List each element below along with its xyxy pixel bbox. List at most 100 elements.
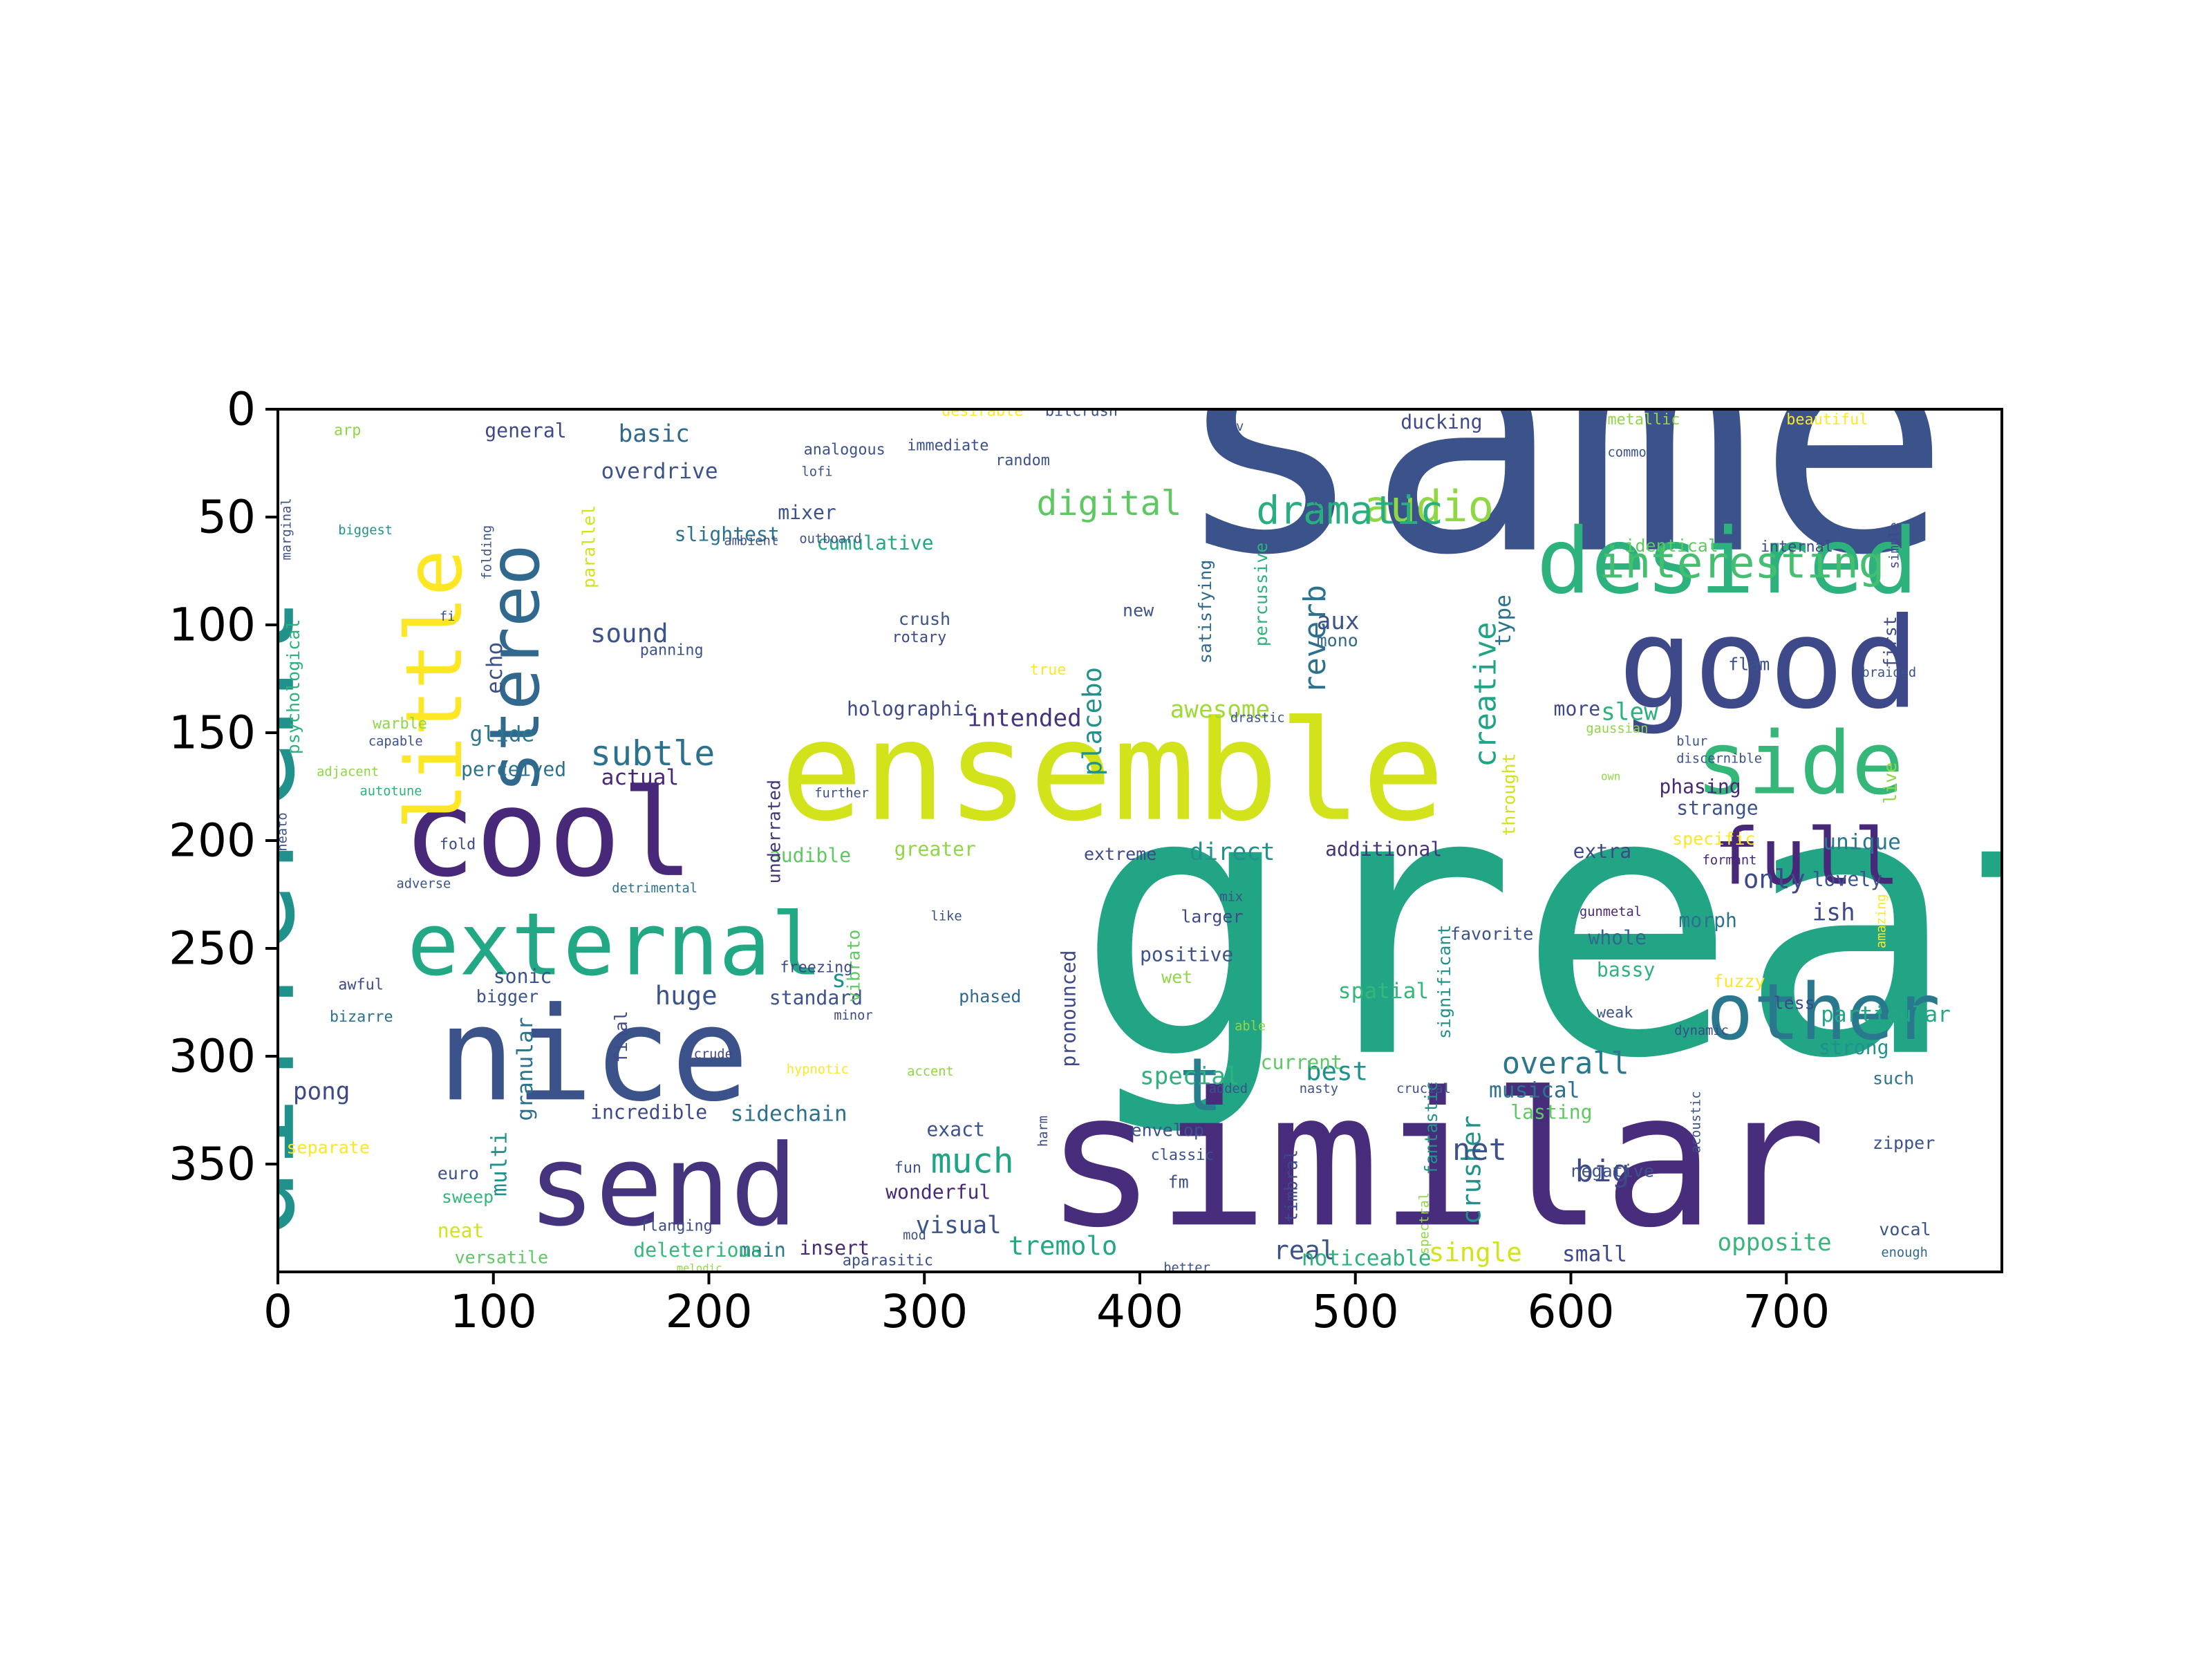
word-sound: sound	[590, 618, 668, 648]
word-euro: euro	[438, 1163, 479, 1183]
word-acoustic: acoustic	[1689, 1091, 1704, 1153]
word-real: real	[1273, 1235, 1335, 1265]
word-warble: warble	[373, 715, 427, 733]
word-sonic: sonic	[494, 965, 552, 988]
word-awesome: awesome	[1170, 696, 1271, 724]
word-internal: internal	[1761, 538, 1833, 556]
word-same: same	[1172, 250, 1951, 626]
x-tick-label: 600	[1528, 1285, 1615, 1338]
word-echo: echo	[482, 642, 507, 694]
word-extra: extra	[1573, 840, 1632, 863]
x-tick-label: 700	[1743, 1285, 1830, 1338]
word-basic: basic	[619, 420, 690, 448]
word-bitcrush: bitcrush	[1045, 402, 1118, 420]
word-classic: classic	[1151, 1147, 1215, 1164]
word-lofi: lofi	[802, 465, 833, 480]
word-immediate: immediate	[907, 437, 988, 454]
word-bigger: bigger	[476, 986, 538, 1006]
y-tick-label: 100	[169, 599, 256, 652]
word-timbral: timbral	[1282, 1150, 1302, 1222]
word-accent: accent	[907, 1065, 954, 1079]
word-separate: separate	[286, 1137, 369, 1157]
word-gaussian: gaussian	[1586, 722, 1648, 736]
word-satisfying: satisfying	[1195, 560, 1215, 664]
word-weak: weak	[1597, 1004, 1633, 1022]
word-placebo: placebo	[1077, 667, 1107, 776]
word-fantastic: fantastic	[1421, 1081, 1441, 1174]
word-mixer: mixer	[778, 501, 836, 524]
word-flam: flam	[1728, 655, 1770, 675]
word-dynamic: dynamic	[1674, 1024, 1729, 1038]
word-new: new	[1123, 601, 1154, 621]
word-positive: positive	[1140, 944, 1233, 966]
word-spectral: spectral	[1418, 1192, 1432, 1255]
word-deleterious: deleterious	[633, 1239, 762, 1262]
word-desired: desired	[1537, 508, 1918, 614]
word-dramatic: dramatic	[1256, 488, 1443, 533]
word-first: first	[1880, 616, 1900, 668]
y-tick-label: 150	[169, 706, 256, 760]
word-intended: intended	[968, 705, 1082, 733]
word-psychological: psychological	[283, 619, 303, 755]
word-unique: unique	[1823, 830, 1901, 854]
word-crush: crush	[899, 609, 950, 629]
word-extreme: extreme	[1084, 844, 1156, 864]
word-stereo: stereo	[474, 544, 555, 794]
word-ambient: ambient	[724, 534, 778, 549]
word-neat: neat	[438, 1219, 485, 1242]
word-other: other	[1707, 968, 1940, 1058]
word-autotune: autotune	[359, 784, 422, 798]
word-drastic: drastic	[1230, 711, 1285, 725]
word-phased: phased	[959, 986, 1021, 1006]
y-tick-label: 0	[227, 383, 256, 436]
word-cumulative: cumulative	[816, 532, 933, 554]
word-percussive: percussive	[1251, 543, 1271, 647]
word-t: t	[1179, 1043, 1223, 1128]
word-additional: additional	[1325, 838, 1442, 861]
word-capable: capable	[368, 735, 423, 749]
word-holographic: holographic	[847, 697, 975, 720]
word-biggest: biggest	[338, 523, 393, 538]
x-tick-label: 100	[450, 1285, 537, 1338]
x-tick-label: 500	[1312, 1285, 1399, 1338]
word-aparasitic: aparasitic	[843, 1253, 933, 1270]
x-tick-label: 0	[263, 1285, 292, 1338]
word-crusher: crusher	[1456, 1116, 1487, 1225]
word-standard: standard	[769, 986, 863, 1009]
word-side: side	[1696, 713, 1904, 814]
word-throught: throught	[1499, 753, 1519, 836]
word-lovely: lovely	[1812, 868, 1882, 891]
word-special: special	[1140, 1063, 1240, 1091]
word-rotary: rotary	[892, 629, 946, 646]
word-fm: fm	[1168, 1172, 1189, 1192]
word-overall: overall	[1502, 1046, 1629, 1081]
word-actual: actual	[601, 765, 679, 790]
word-folding: folding	[480, 525, 495, 580]
word-fade: fade	[1310, 482, 1324, 513]
word-favorite: favorite	[1450, 924, 1533, 944]
word-lasting: lasting	[1510, 1100, 1592, 1123]
word-full: full	[1713, 812, 1900, 902]
word-significant: significant	[1434, 924, 1454, 1039]
word-marginal: marginal	[280, 498, 294, 560]
word-desirable: desirable	[941, 402, 1023, 420]
word-metallic: metallic	[1607, 411, 1680, 429]
word-external: external	[407, 894, 823, 995]
word-interesting: interesting	[1599, 537, 1884, 588]
word-formant: formant	[1703, 853, 1757, 868]
word-big: big	[1575, 1154, 1630, 1189]
word-great: great	[1075, 713, 2179, 1139]
word-identical: identical	[1624, 536, 1718, 556]
word-exact: exact	[926, 1118, 985, 1141]
word-morph: morph	[1678, 909, 1737, 932]
word-strong: strong	[1819, 1036, 1888, 1059]
word-detrimental: detrimental	[612, 881, 697, 896]
word-arp: arp	[334, 422, 361, 439]
word-adverse: adverse	[396, 877, 451, 892]
word-minor: minor	[834, 1009, 872, 1023]
word-specific: specific	[1672, 829, 1755, 849]
word-spatial: spatial	[1338, 979, 1429, 1004]
word-simple: simple	[1887, 522, 1902, 569]
word-aux: aux	[1317, 608, 1360, 635]
